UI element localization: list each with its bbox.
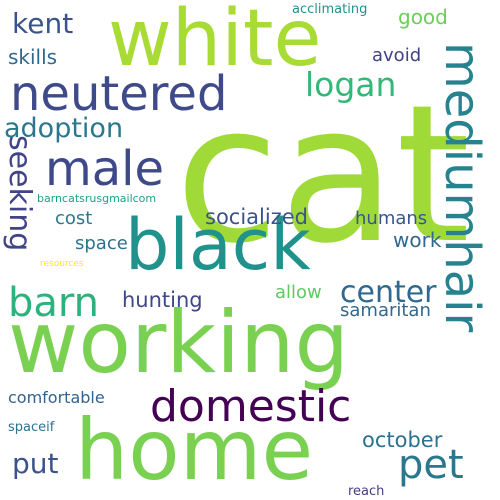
word-socialized: socialized xyxy=(205,205,308,229)
word-barncatsrusgmailcom: barncatsrusgmailcom xyxy=(37,192,157,205)
word-spaceif: spaceif xyxy=(8,420,55,435)
word-allow: allow xyxy=(275,282,322,303)
word-male: male xyxy=(45,141,165,197)
word-cat: cat xyxy=(175,64,471,285)
word-comfortable: comfortable xyxy=(8,388,105,407)
word-space: space xyxy=(75,233,128,254)
word-logan: logan xyxy=(305,65,397,104)
word-avoid: avoid xyxy=(372,45,422,66)
word-seeking: seeking xyxy=(2,135,37,252)
word-put: put xyxy=(12,447,59,480)
word-october: october xyxy=(362,428,443,452)
word-neutered: neutered xyxy=(10,66,228,122)
word-home: home xyxy=(75,401,314,499)
word-pet: pet xyxy=(398,442,464,488)
word-skills: skills xyxy=(8,45,58,69)
word-work: work xyxy=(393,228,442,252)
word-humans: humans xyxy=(355,208,428,229)
word-working: working xyxy=(8,293,350,393)
word-hunting: hunting xyxy=(122,288,203,312)
word-center: center xyxy=(340,275,437,310)
word-good: good xyxy=(398,5,448,29)
word-kent: kent xyxy=(12,7,74,40)
word-acclimating: acclimating xyxy=(292,2,368,17)
word-resources: resources xyxy=(40,259,84,269)
word-reach: reach xyxy=(348,484,385,499)
word-adoption: adoption xyxy=(4,113,124,144)
word-cost: cost xyxy=(55,208,93,229)
word-barn: barn xyxy=(8,280,99,326)
word-black: black xyxy=(125,204,311,286)
word-samaritan: samaritan xyxy=(340,300,431,321)
word-white: white xyxy=(108,0,322,84)
word-domestic: domestic xyxy=(150,381,352,432)
word-mediumhair: mediumhair xyxy=(434,42,490,333)
